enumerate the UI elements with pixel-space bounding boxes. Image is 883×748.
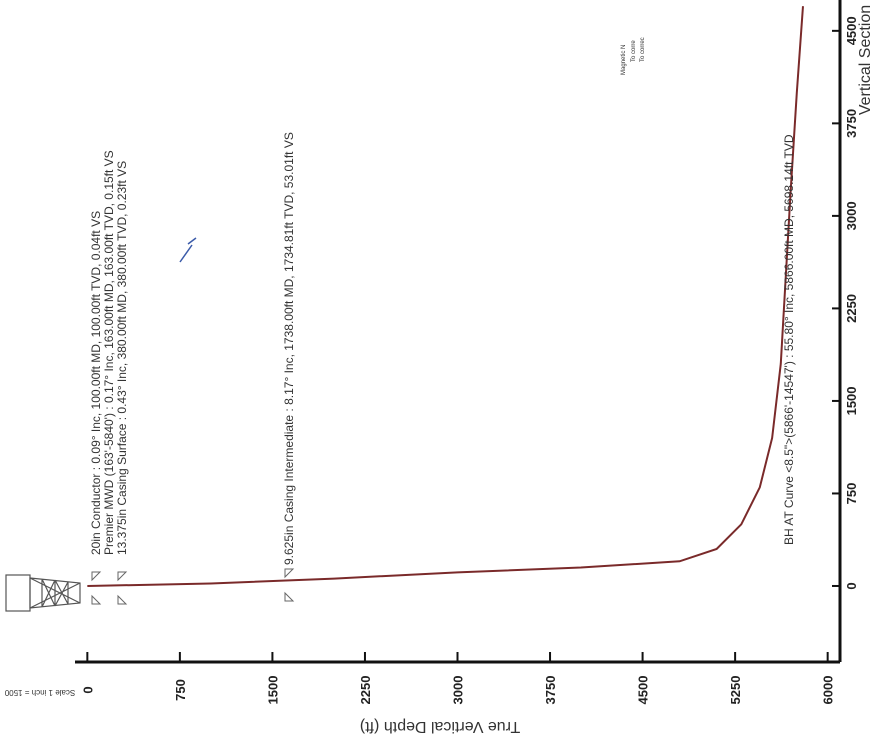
annotation: 9.625in Casing Intermediate : 8.17° Inc,… [282,132,296,565]
x-tick-label: 5250 [728,676,743,705]
annotation: To corre [631,40,637,62]
x-tick-label: 2250 [358,676,373,705]
pen-mark [179,237,197,263]
x-tick-label: 750 [173,679,188,701]
casing-markers [91,568,295,605]
x-tick-label: 1500 [265,676,280,705]
x-tick-label: 3750 [543,676,558,705]
x-tick-label: 0 [80,686,95,693]
well-path [87,6,804,587]
y-tick-label: 3000 [844,201,859,230]
y-tick-label: 3750 [844,109,859,138]
annotation: Magnetic N [621,45,627,75]
annotation: Premier MWD (163'-5840') : 0.17° Inc, 16… [102,150,116,555]
annotation: 20in Conductor : 0.09° Inc, 100.00ft MD,… [89,211,103,555]
x-tick-label: 3000 [451,676,466,705]
x-tick-label: 4500 [636,676,651,705]
annotation: 13.375in Casing Surface : 0.43° Inc, 380… [115,161,129,555]
x-axis-label: True Vertical Depth (ft) [360,718,520,735]
y-tick-label: 1500 [844,386,859,415]
y-tick-label: 2250 [844,294,859,323]
y-axis-label: Vertical Section [857,5,874,115]
rig-icon [5,574,81,612]
y-tick-label: 4500 [844,16,859,45]
y-tick-label: 750 [844,483,859,505]
scale-note: Scale 1 inch = 1500 [4,688,75,697]
y-tick-label: 0 [844,582,859,589]
x-tick-label: 6000 [821,676,836,705]
annotation: BH AT Curve <8.5">(5866'-14547') : 55.80… [782,134,796,545]
annotation: To correc [640,37,646,62]
